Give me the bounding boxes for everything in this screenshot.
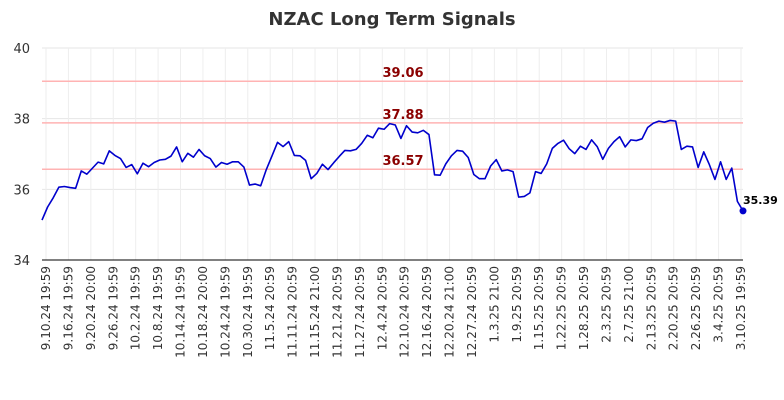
- y-tick-label: 38: [13, 113, 30, 128]
- x-tick-label: 11.15.24 21:00: [308, 266, 322, 358]
- reference-lines: 39.06 37.88 36.57: [42, 66, 743, 170]
- x-tick-label: 1.9.25 20:59: [510, 266, 524, 343]
- grid: [42, 47, 743, 261]
- y-axis: 34 36 38 40: [13, 42, 30, 269]
- x-tick-label: 9.20.24 20:00: [84, 266, 98, 350]
- x-tick-label: 10.14.24 19:59: [174, 266, 188, 358]
- x-tick-label: 12.20.24 21:00: [443, 266, 457, 358]
- x-tick-label: 9.16.24 19:59: [61, 266, 75, 350]
- x-tick-label: 2.26.25 20:59: [689, 266, 703, 350]
- x-tick-label: 11.21.24 20:59: [330, 266, 344, 358]
- series-line: [41, 119, 744, 221]
- x-tick-label: 2.20.25 20:59: [667, 266, 681, 350]
- last-point-marker: [739, 207, 747, 215]
- x-tick-label: 12.16.24 20:59: [420, 266, 434, 358]
- x-tick-label: 11.27.24 20:59: [353, 266, 367, 358]
- reference-line-label: 37.88: [382, 108, 423, 123]
- x-tick-label: 10.8.24 19:59: [151, 266, 165, 350]
- x-tick-label: 1.28.25 20:59: [577, 266, 591, 350]
- x-tick-label: 2.3.25 20:59: [599, 266, 613, 343]
- reference-line-label: 39.06: [382, 66, 423, 81]
- x-tick-label: 12.10.24 20:59: [398, 266, 412, 358]
- x-tick-label: 10.24.24 19:59: [218, 266, 232, 358]
- x-tick-label: 10.2.24 19:59: [129, 266, 143, 350]
- y-tick-label: 40: [13, 42, 30, 57]
- x-axis: 9.10.24 19:59 9.16.24 19:59 9.20.24 20:00 9…: [39, 259, 748, 358]
- x-tick-label: 3.4.25 20:59: [712, 266, 726, 343]
- x-tick-label: 1.15.25 20:59: [532, 266, 546, 350]
- y-tick-label: 36: [13, 183, 30, 198]
- x-tick-label: 10.18.24 20:00: [196, 266, 210, 358]
- x-tick-label: 10.30.24 19:59: [241, 266, 255, 358]
- x-tick-label: 2.7.25 21:00: [622, 266, 636, 343]
- x-tick-label: 12.27.24 20:59: [465, 266, 479, 358]
- x-tick-label: 11.11.24 20:59: [286, 266, 300, 358]
- x-tick-label: 9.26.24 19:59: [106, 266, 120, 350]
- reference-line-label: 36.57: [382, 154, 423, 169]
- x-tick-label: 2.13.25 20:59: [644, 266, 658, 350]
- x-tick-label: 1.3.25 21:00: [487, 266, 501, 343]
- x-tick-label: 3.10.25 19:59: [734, 266, 748, 350]
- chart-title: NZAC Long Term Signals: [268, 9, 515, 30]
- y-tick-label: 34: [13, 254, 30, 269]
- series-group: 35.39: [41, 119, 778, 221]
- x-tick-label: 12.4.24 20:59: [375, 266, 389, 350]
- x-tick-label: 1.22.25 20:59: [555, 266, 569, 350]
- last-value-label: 35.39: [743, 194, 778, 207]
- x-tick-label: 9.10.24 19:59: [39, 266, 53, 350]
- x-tick-label: 11.5.24 20:59: [263, 266, 277, 350]
